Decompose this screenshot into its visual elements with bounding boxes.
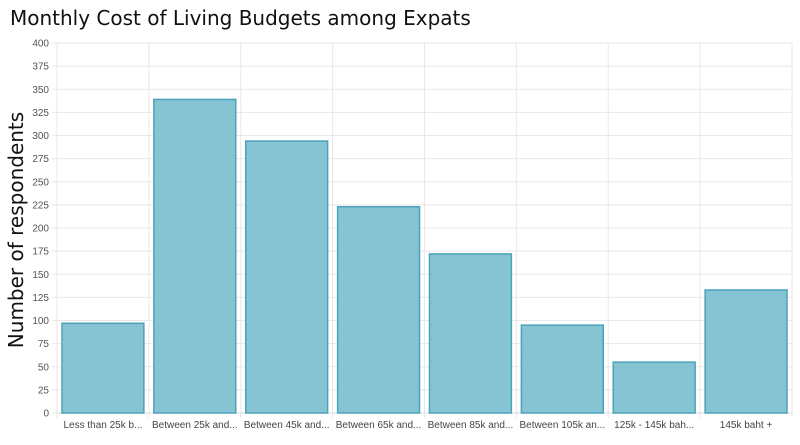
y-tick-label: 400: [32, 39, 49, 50]
bars: [61, 98, 788, 414]
y-tick-label: 25: [38, 385, 50, 396]
chart-title: Monthly Cost of Living Budgets among Exp…: [10, 6, 471, 30]
y-tick-label: 275: [32, 154, 49, 165]
bar-3[interactable]: [336, 205, 421, 414]
x-tick-label: Between 25k and...: [152, 420, 238, 431]
y-tick-label: 200: [32, 224, 49, 235]
x-axis-ticks: Less than 25k b... Between 25k and... Betw…: [63, 420, 772, 431]
x-tick-label: Between 85k and...: [428, 420, 514, 431]
x-tick-label: Between 65k and...: [336, 420, 422, 431]
y-tick-label: 100: [32, 316, 49, 327]
y-tick-label: 225: [32, 200, 49, 211]
bar-6[interactable]: [612, 361, 696, 414]
x-tick-label: Between 105k an...: [520, 420, 606, 431]
y-tick-label: 0: [43, 409, 49, 420]
bar-1[interactable]: [153, 98, 237, 414]
y-tick-label: 325: [32, 108, 49, 119]
x-tick-label: Between 45k and...: [244, 420, 330, 431]
y-axis-ticks: 0 25 50 75 100 125 150 175 200 225 250 275 300 325 350…: [32, 39, 49, 420]
y-tick-label: 250: [32, 177, 49, 188]
x-tick-label: Less than 25k b...: [63, 420, 142, 431]
y-tick-label: 75: [38, 339, 50, 350]
bar-5[interactable]: [520, 324, 604, 414]
y-tick-label: 350: [32, 85, 49, 96]
y-tick-label: 375: [32, 62, 49, 73]
bar-0[interactable]: [61, 322, 145, 414]
y-tick-label: 125: [32, 293, 49, 304]
x-tick-label: 125k - 145k bah...: [614, 420, 694, 431]
bar-2[interactable]: [245, 140, 329, 414]
y-tick-label: 175: [32, 247, 49, 258]
bar-4[interactable]: [428, 253, 513, 414]
y-tick-label: 150: [32, 270, 49, 281]
x-tick-label: 145k baht +: [720, 420, 773, 431]
y-tick-label: 300: [32, 131, 49, 142]
y-tick-label: 50: [38, 362, 50, 373]
bar-7[interactable]: [704, 289, 788, 414]
